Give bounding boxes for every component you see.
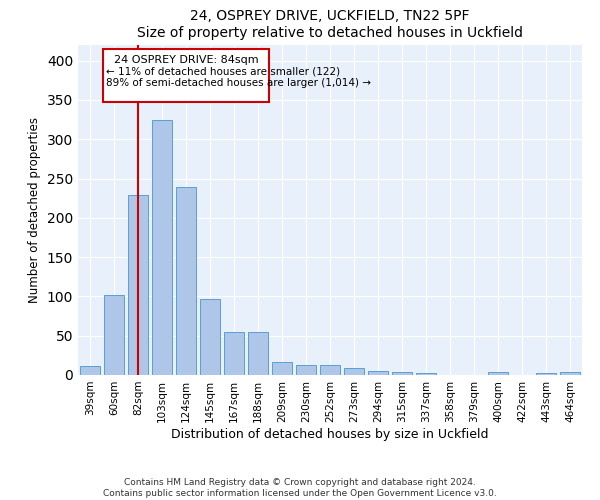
X-axis label: Distribution of detached houses by size in Uckfield: Distribution of detached houses by size … (171, 428, 489, 440)
Bar (488, 372, 508, 375)
Text: 24 OSPREY DRIVE: 84sqm: 24 OSPREY DRIVE: 84sqm (113, 55, 259, 65)
Bar (200, 299, 220, 375)
Bar (272, 362, 292, 375)
Bar (368, 371, 388, 375)
Bar (416, 374, 436, 375)
Bar (320, 365, 340, 375)
Bar (176, 187, 196, 375)
Bar (152, 120, 172, 375)
Bar (104, 295, 124, 375)
Bar (392, 372, 412, 375)
Bar (224, 332, 244, 375)
Bar (296, 365, 316, 375)
Bar (103, 49, 269, 102)
Bar (536, 374, 556, 375)
Text: 89% of semi-detached houses are larger (1,014) →: 89% of semi-detached houses are larger (… (106, 78, 371, 88)
Title: 24, OSPREY DRIVE, UCKFIELD, TN22 5PF
Size of property relative to detached house: 24, OSPREY DRIVE, UCKFIELD, TN22 5PF Siz… (137, 10, 523, 40)
Bar (344, 368, 364, 375)
Bar (128, 195, 148, 375)
Text: ← 11% of detached houses are smaller (122): ← 11% of detached houses are smaller (12… (106, 66, 340, 76)
Y-axis label: Number of detached properties: Number of detached properties (28, 117, 41, 303)
Bar (560, 372, 580, 375)
Bar (248, 332, 268, 375)
Bar (80, 366, 100, 375)
Text: Contains HM Land Registry data © Crown copyright and database right 2024.
Contai: Contains HM Land Registry data © Crown c… (103, 478, 497, 498)
